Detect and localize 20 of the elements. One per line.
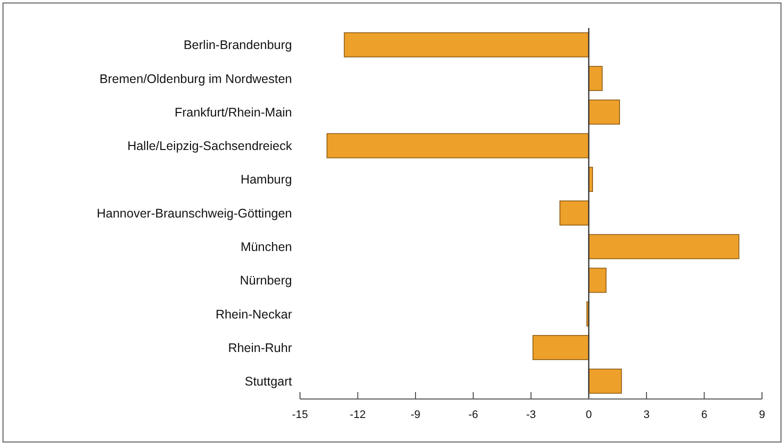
x-tick-label: -3 [526,409,536,421]
x-tick-label: 6 [701,409,708,421]
y-tick-label: Stuttgart [244,374,293,389]
x-tick-label: 0 [586,409,592,421]
x-tick-label: -12 [350,409,366,421]
y-tick-label: Nürnberg [240,274,292,288]
x-tick-label: -15 [292,409,308,421]
x-tick-label: 3 [643,409,650,421]
x-tick-label: 9 [758,409,766,421]
y-tick-label: Berlin-Brandenburg [184,38,292,52]
y-tick-label: Rhein-Neckar [216,307,292,322]
x-tick-label: -9 [410,409,420,421]
y-tick-label: Bremen/Oldenburg im Nordwesten [100,72,292,86]
y-tick-label: Rhein-Ruhr [228,340,292,355]
y-tick-label: Halle/Leipzig-Sachsendreieck [127,139,293,154]
y-tick-label: Hannover-Braunschweig-Göttingen [96,206,292,220]
y-tick-label: Hamburg [240,172,292,187]
y-tick-label: Frankfurt/Rhein-Main [174,105,292,120]
y-tick-label: München [240,240,292,254]
x-tick-label: -6 [468,409,478,421]
